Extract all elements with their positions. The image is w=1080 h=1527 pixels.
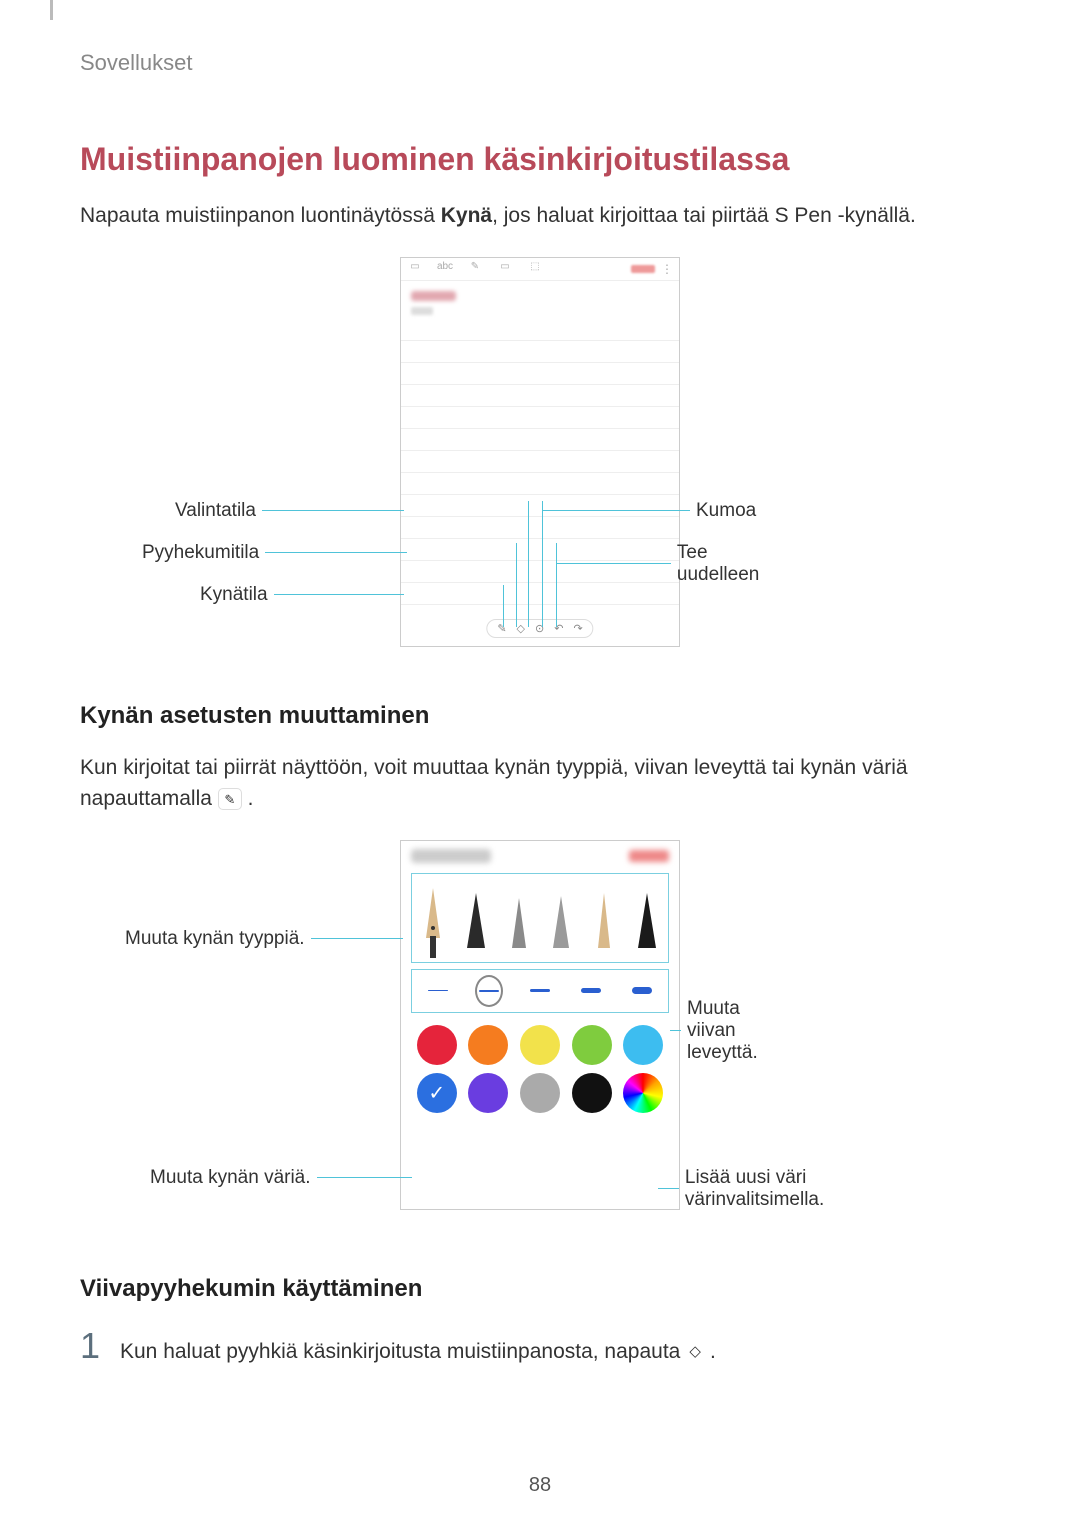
color-row-1 xyxy=(411,1025,669,1065)
step-1: 1 Kun haluat pyyhkiä käsinkirjoitusta mu… xyxy=(80,1325,1000,1368)
para-pen-settings: Kun kirjoitat tai piirrät näyttöön, voit… xyxy=(80,752,1000,815)
toolbar-icon: ▭ xyxy=(497,262,513,276)
toolbar-icon: ✎ xyxy=(467,262,483,276)
color-swatch xyxy=(468,1073,508,1113)
thickness-option xyxy=(628,987,656,994)
label-redo: Tee uudelleen xyxy=(677,542,778,586)
page-title: Muistiinpanojen luominen käsinkirjoitust… xyxy=(80,141,1000,178)
tool-icon: ↷ xyxy=(573,622,582,635)
label-undo: Kumoa xyxy=(696,500,756,522)
pen-nib-5 xyxy=(634,888,660,958)
more-icon: ⋮ xyxy=(661,262,673,276)
color-swatch xyxy=(468,1025,508,1065)
subtitle-pen-settings: Kynän asetusten muuttaminen xyxy=(80,702,1000,730)
pen-icon: ✎ xyxy=(218,788,242,810)
intro-text: Napauta muistiinpanon luontinäytössä Kyn… xyxy=(80,200,1000,232)
thickness-option xyxy=(424,990,452,991)
notes-screenshot: ▭abc✎▭⬚ ⋮ ✎◇⊙↶↷ xyxy=(400,257,680,647)
eraser-icon: ◇ xyxy=(686,1344,704,1360)
thickness-row xyxy=(411,969,669,1013)
color-swatch xyxy=(572,1073,612,1113)
color-row-2 xyxy=(411,1073,669,1113)
thickness-option xyxy=(526,989,554,992)
pen-nib-0 xyxy=(420,888,446,958)
pen-type-row xyxy=(411,873,669,963)
subtitle-blur xyxy=(411,307,433,315)
toolbar-icon: ▭ xyxy=(407,262,423,276)
pen-nib-3 xyxy=(548,888,574,958)
thickness-option xyxy=(475,975,503,1007)
pen-settings-title-blur xyxy=(411,849,491,863)
label-eraser-mode: Pyyhekumitila xyxy=(142,542,259,564)
label-change-pen-color: Muuta kynän väriä. xyxy=(150,1167,311,1189)
color-swatch xyxy=(417,1073,457,1113)
page-number: 88 xyxy=(529,1474,551,1497)
color-swatch xyxy=(623,1073,663,1113)
breadcrumb: Sovellukset xyxy=(80,50,1000,76)
subtitle-eraser: Viivapyyhekumin käyttäminen xyxy=(80,1275,1000,1303)
color-swatch xyxy=(520,1073,560,1113)
close-blur xyxy=(629,850,669,862)
pen-nib-4 xyxy=(591,888,617,958)
pen-nib-2 xyxy=(506,888,532,958)
step-number: 1 xyxy=(80,1325,120,1367)
save-button-blur xyxy=(631,265,655,273)
tool-icon: ◇ xyxy=(517,622,525,635)
label-add-color-picker: Lisää uusi väri värinvalitsimella. xyxy=(685,1167,839,1211)
toolbar-icon: abc xyxy=(437,262,453,276)
color-swatch xyxy=(572,1025,612,1065)
title-blur xyxy=(411,291,456,301)
thickness-option xyxy=(577,988,605,993)
color-swatch xyxy=(520,1025,560,1065)
label-pen-mode: Kynätila xyxy=(200,584,268,606)
pen-settings-screenshot xyxy=(400,840,680,1210)
label-change-line-width: Muuta viivan leveyttä. xyxy=(687,998,771,1064)
label-change-pen-type: Muuta kynän tyyppiä. xyxy=(125,928,305,950)
tool-icon: ✎ xyxy=(497,622,506,635)
color-swatch xyxy=(623,1025,663,1065)
label-selection-mode: Valintatila xyxy=(175,500,256,522)
pen-nib-1 xyxy=(463,888,489,958)
toolbar-icon: ⬚ xyxy=(527,262,543,276)
color-swatch xyxy=(417,1025,457,1065)
